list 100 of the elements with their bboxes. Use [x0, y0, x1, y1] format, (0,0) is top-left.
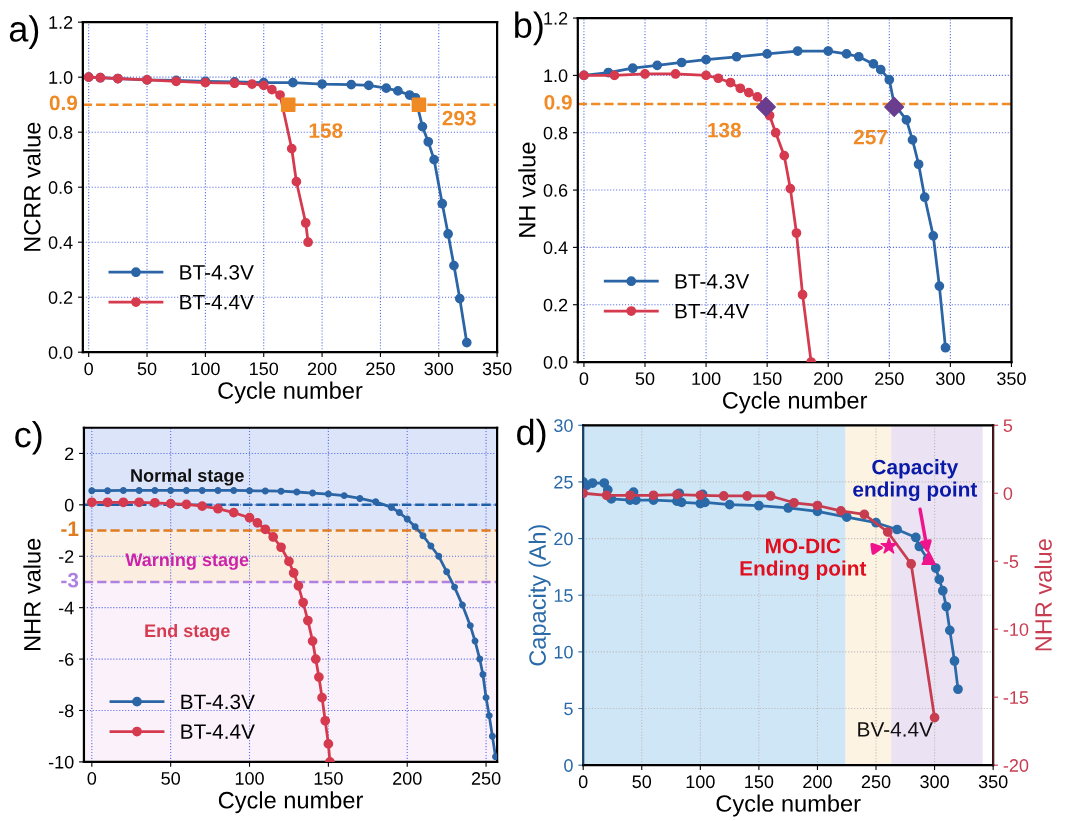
point: [812, 500, 823, 511]
point: [652, 60, 663, 71]
point: [267, 84, 277, 95]
x-tick-label: 150: [745, 775, 774, 789]
y-tick-label: 0.6: [543, 184, 568, 197]
y-tick-label: 0.2: [48, 291, 73, 304]
x-tick-label: 0: [87, 772, 97, 785]
point: [298, 597, 308, 608]
point: [181, 499, 192, 510]
point: [731, 51, 742, 62]
point: [792, 46, 803, 56]
band-label: Warning stage: [125, 552, 249, 570]
y-tick-label: -10: [48, 755, 74, 769]
point: [868, 59, 879, 69]
point: [411, 97, 427, 112]
point: [276, 542, 286, 553]
y-tick-label: 1.2: [49, 16, 73, 29]
annotation: Capacity ending point: [853, 459, 978, 502]
point: [197, 501, 208, 511]
point: [742, 491, 753, 501]
annotation: MO-DIC Ending point: [740, 538, 867, 580]
point: [443, 568, 451, 576]
point: [246, 487, 253, 495]
point: [247, 79, 257, 89]
x-tick-label: 100: [191, 362, 220, 376]
point: [134, 497, 144, 508]
point: [485, 712, 493, 720]
x-tick-label: 100: [235, 772, 264, 785]
point: [323, 739, 334, 749]
point: [785, 183, 796, 194]
x-tick-label: 300: [935, 372, 965, 386]
point: [88, 487, 96, 495]
ref-line-label: -1: [61, 521, 79, 536]
point: [797, 289, 808, 300]
point: [198, 486, 206, 494]
point: [182, 486, 190, 494]
point: [300, 218, 311, 228]
chart-title: c): [15, 420, 42, 455]
point: [314, 672, 324, 682]
point: [118, 497, 129, 508]
x-axis-title: Cycle number: [723, 391, 868, 414]
y-tick-label: -2: [58, 550, 74, 563]
point: [930, 563, 941, 573]
x-tick-label: 150: [753, 372, 782, 386]
point: [940, 342, 951, 353]
y-axis-title: NCRR value: [23, 122, 41, 251]
point: [346, 79, 357, 90]
x-tick-label: 0: [84, 362, 93, 376]
point: [836, 506, 846, 516]
y2-tick-label: -10: [1003, 623, 1029, 636]
chart-title: a): [9, 15, 39, 49]
point: [875, 64, 886, 75]
point: [884, 74, 895, 85]
point: [941, 601, 952, 612]
point: [293, 580, 304, 591]
y-tick-label: 0.4: [48, 236, 73, 249]
point: [411, 523, 419, 531]
x-tick-label: 50: [635, 372, 655, 386]
point: [284, 556, 294, 567]
point: [743, 87, 754, 98]
x-tick-label: 50: [632, 775, 652, 789]
point: [381, 83, 392, 94]
point: [454, 293, 465, 304]
point: [601, 490, 612, 501]
legend-label: BT-4.4V: [180, 295, 254, 310]
point: [648, 490, 659, 501]
legend-label: BT-4.3V: [675, 273, 750, 289]
point: [291, 176, 302, 187]
point: [944, 625, 955, 636]
point: [135, 486, 143, 494]
point: [471, 637, 479, 645]
point: [670, 69, 681, 79]
y-tick-label: -6: [58, 653, 74, 666]
point: [482, 694, 490, 702]
point: [387, 503, 395, 511]
y-tick-label: 2: [65, 447, 74, 460]
point: [587, 478, 598, 488]
x-tick-label: 250: [861, 775, 891, 789]
point: [476, 655, 484, 663]
y-tick-label: 0.8: [543, 126, 568, 140]
point: [884, 96, 905, 117]
point: [309, 489, 317, 497]
point: [910, 532, 921, 543]
x-tick-label: 350: [997, 372, 1026, 386]
point: [150, 497, 160, 508]
point: [275, 90, 285, 100]
point: [676, 57, 687, 68]
point: [783, 503, 794, 513]
point: [718, 491, 729, 501]
y-tick-label: 20: [554, 532, 573, 546]
point: [167, 486, 175, 494]
y-tick-label: 1.0: [49, 71, 73, 84]
y-tick-label: 15: [554, 589, 573, 602]
point: [892, 524, 902, 535]
point: [288, 568, 299, 578]
point: [417, 121, 428, 132]
y-tick-label: 1.0: [544, 69, 568, 83]
point: [929, 712, 940, 723]
point: [393, 86, 403, 96]
point: [640, 69, 650, 79]
